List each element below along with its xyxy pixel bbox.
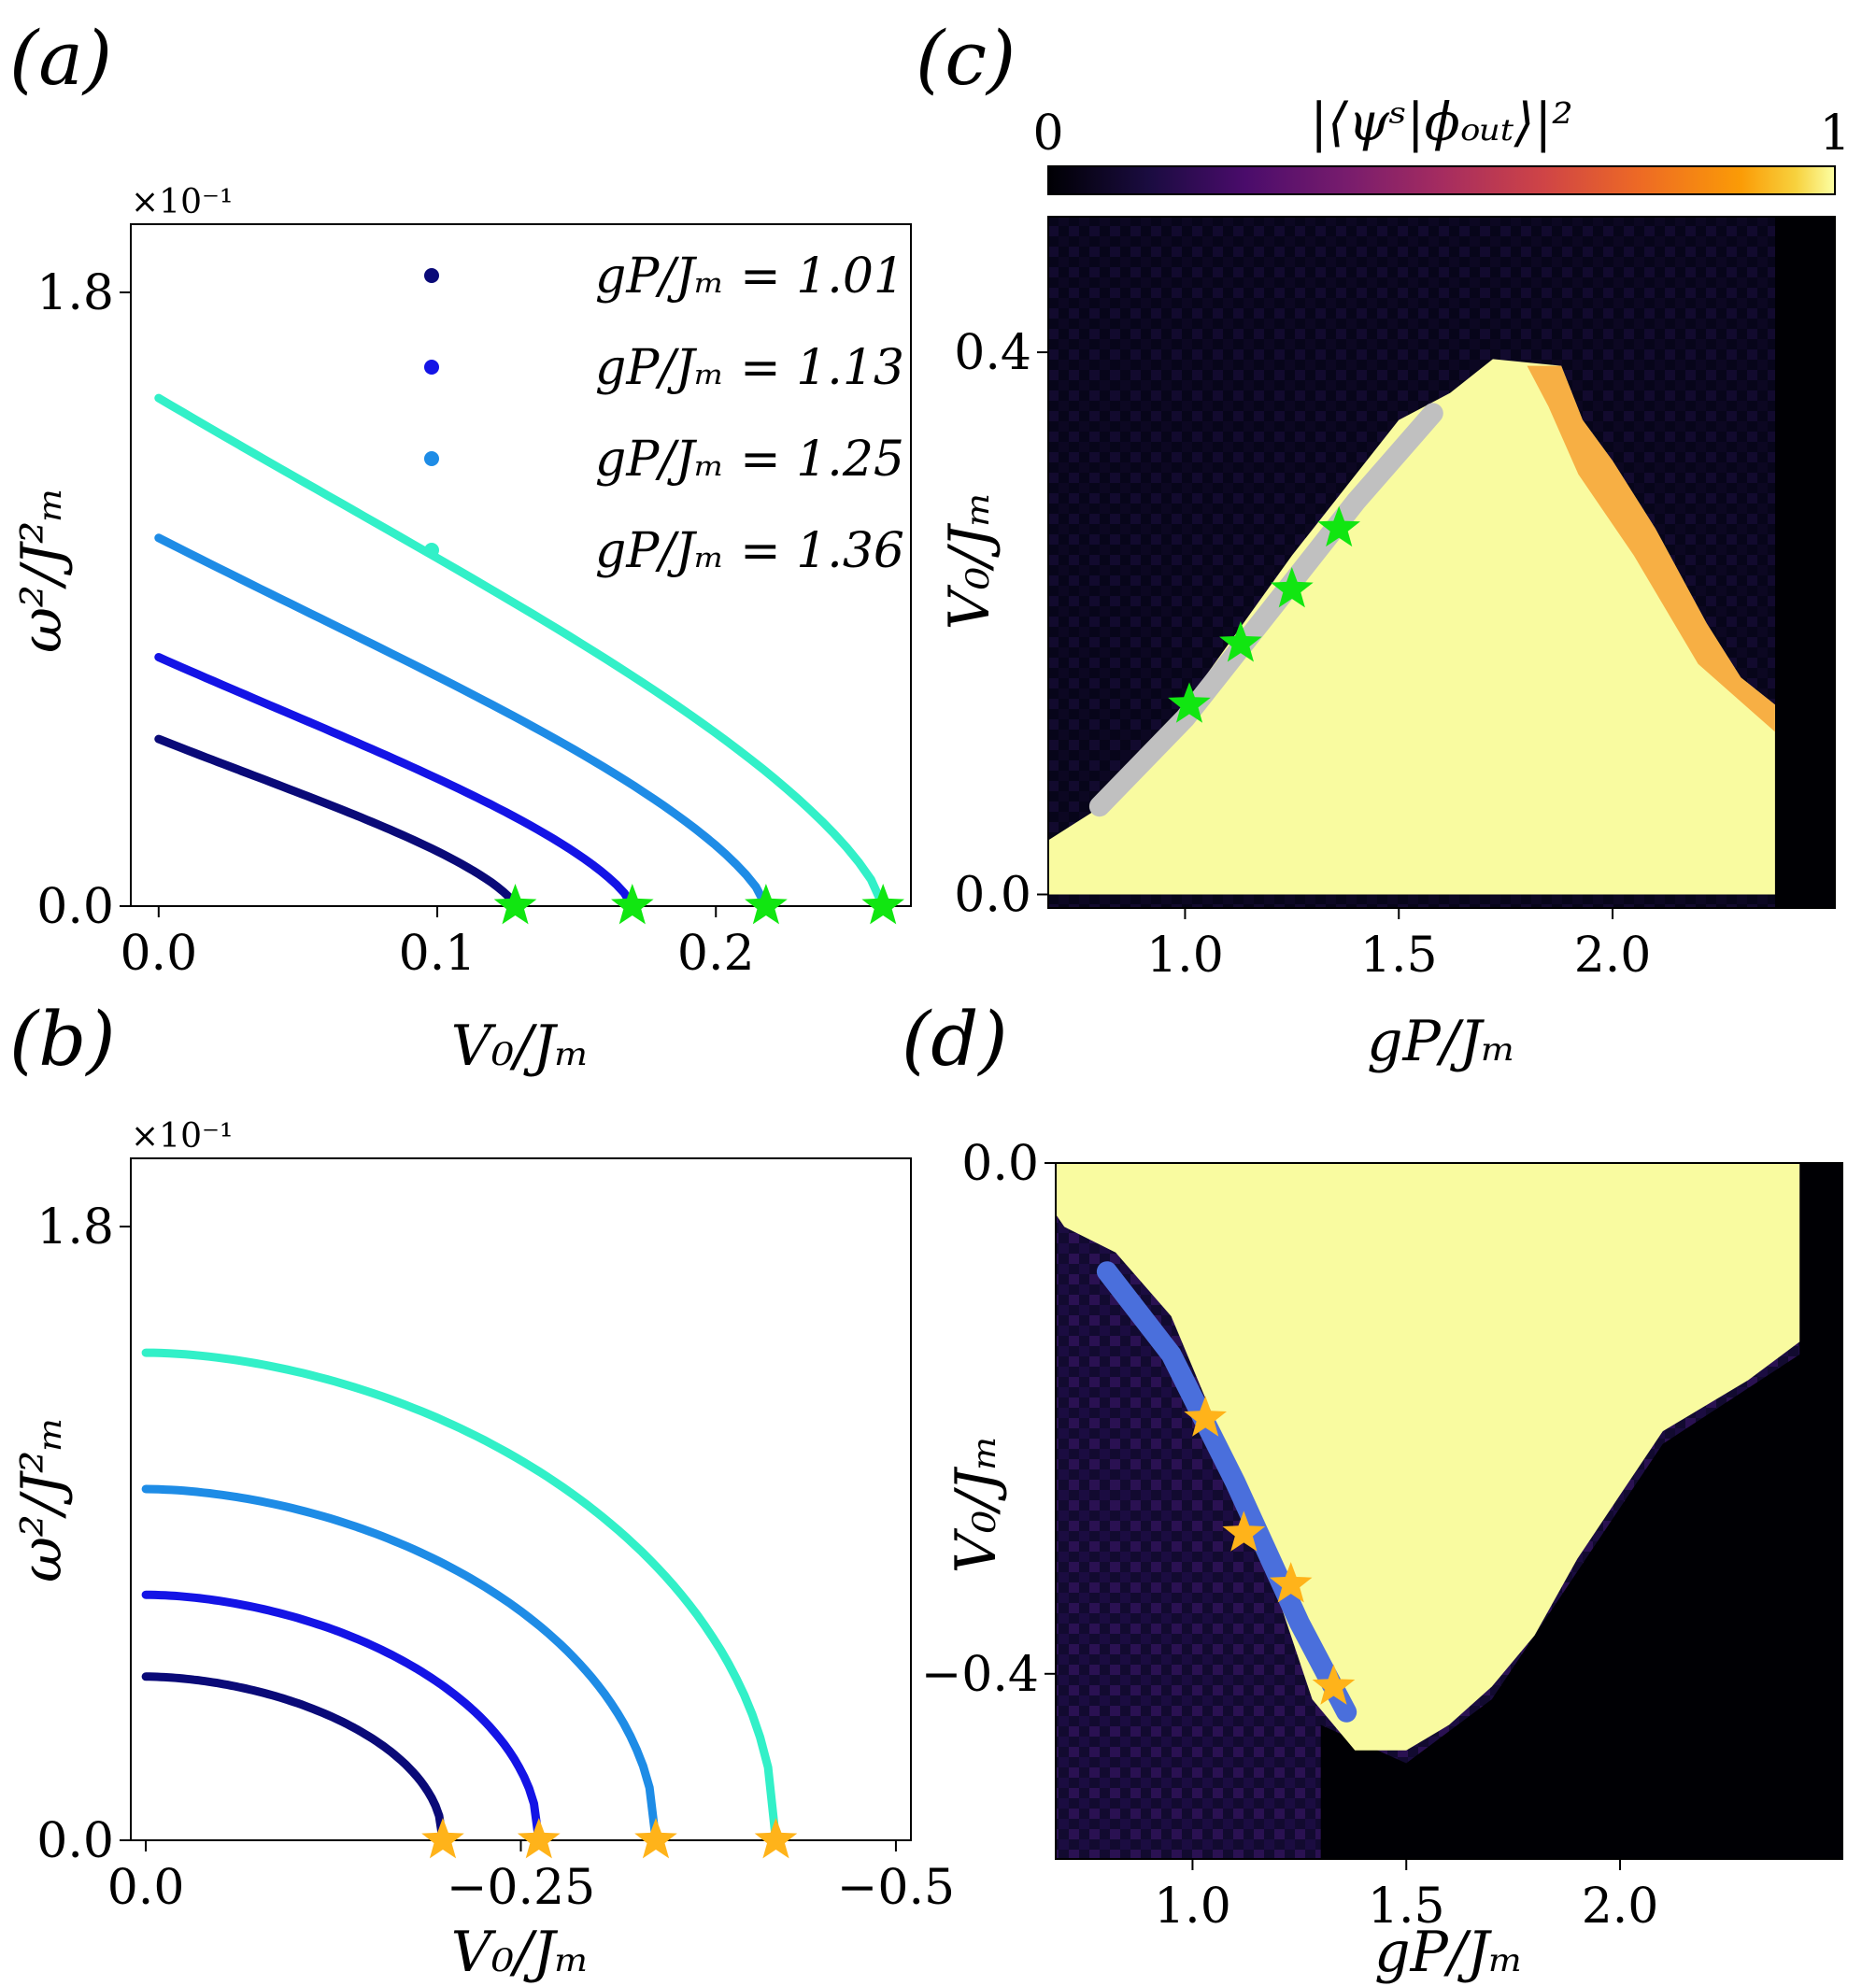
- panel-a-legend-marker: [424, 268, 439, 283]
- panel-b-xtick-label: −0.25: [447, 1860, 595, 1916]
- panel-b-star-marker: [517, 1818, 561, 1859]
- panel-label-b: (b): [9, 996, 116, 1083]
- panel-d-xtick-label: 1.5: [1368, 1879, 1445, 1935]
- panel-c-boundary-line: [1088, 403, 1443, 817]
- panel-c-xtick-label: 1.0: [1146, 928, 1224, 984]
- panel-a-legend-marker: [424, 451, 439, 466]
- panel-d-star-marker: [1184, 1396, 1227, 1437]
- panel-c-star-marker: [1219, 621, 1262, 662]
- panel-a-star-marker: [861, 884, 904, 925]
- panel-d-ytick-label: 0.0: [961, 1136, 1039, 1192]
- panel-d-boundary-line: [1096, 1261, 1357, 1723]
- panel-c-xtick-label: 2.0: [1574, 928, 1652, 984]
- panel-label-c: (c): [916, 15, 1016, 102]
- panel-c-xlabel: gP/Jₘ: [1367, 1009, 1516, 1074]
- colorbar-title: |⟨ψˢ|ϕₒᵤₜ⟩|²: [1310, 92, 1572, 153]
- panel-a-xtick-label: 0.0: [120, 926, 197, 982]
- colorbar: 0 1 |⟨ψˢ|ϕₒᵤₜ⟩|²: [1032, 92, 1851, 195]
- panel-a-legend-label: gP/Jₘ = 1.01: [595, 248, 904, 305]
- colorbar-min-label: 0: [1032, 106, 1063, 162]
- panel-c-star-marker: [1317, 505, 1360, 547]
- panel-a-series-line: [154, 533, 771, 911]
- panel-d-heatmap: 1.0 1.5 2.0 0.0 −0.4 gP/Jₘ V₀/Jₘ: [921, 1136, 1843, 1985]
- panel-a-series-line: [154, 653, 637, 911]
- panel-a-star-marker: [745, 884, 788, 925]
- panel-a-legend-marker: [424, 543, 439, 558]
- panel-a-xtick-label: 0.1: [399, 926, 476, 982]
- panel-a-xlabel: V₀/Jₘ: [451, 1014, 590, 1079]
- panel-b-xtick-label: 0.0: [107, 1860, 185, 1916]
- panel-b-star-marker: [634, 1818, 677, 1859]
- panel-b-series-line: [141, 1348, 780, 1845]
- panel-c-orange-edge: [1527, 365, 1775, 732]
- panel-c-star-marker: [1271, 567, 1314, 608]
- panel-a-xtick-label: 0.2: [677, 926, 755, 982]
- panel-a-ytick-label: 1.8: [36, 265, 114, 321]
- panel-a-legend-label: gP/Jₘ = 1.36: [595, 523, 904, 579]
- panel-c-ytick-label: 0.0: [954, 867, 1031, 923]
- panel-a-ylabel: ω²/J²ₘ: [9, 487, 75, 653]
- panel-c-heatmap: 1.0 1.5 2.0 0.0 0.4 gP/Jₘ V₀/Jₘ: [937, 216, 1836, 1074]
- panel-d-dark-region: [1320, 1163, 1842, 1859]
- panel-b-ylabel: ω²/J²ₘ: [9, 1416, 75, 1582]
- panel-b-star-marker: [754, 1818, 798, 1859]
- colorbar-gradient: [1047, 165, 1836, 195]
- panel-d-bright-region: [1056, 1163, 1800, 1751]
- panel-c-xtick-label: 1.5: [1360, 928, 1438, 984]
- panel-a-multiplier: ×10⁻¹: [131, 183, 233, 221]
- panel-c-frame: [1047, 216, 1836, 909]
- panel-c-ytick-label: 0.4: [954, 325, 1031, 381]
- panel-c-star-marker: [1168, 682, 1211, 723]
- panel-d-star-marker: [1312, 1664, 1356, 1705]
- panel-b-series-line: [141, 1484, 661, 1845]
- panel-d-ytick-label: −0.4: [921, 1647, 1039, 1703]
- panel-a-legend: gP/Jₘ = 1.01 gP/Jₘ = 1.13 gP/Jₘ = 1.25 gP/J…: [424, 248, 904, 579]
- panel-d-xtick-label: 1.0: [1154, 1879, 1231, 1935]
- panel-label-d: (d): [902, 996, 1008, 1083]
- panel-d-ylabel: V₀/Jₘ: [944, 1435, 1009, 1573]
- panel-b-xlabel: V₀/Jₘ: [451, 1920, 590, 1985]
- panel-a-legend-label: gP/Jₘ = 1.13: [595, 340, 904, 396]
- panel-a-legend-marker: [424, 360, 439, 375]
- colorbar-max-label: 1: [1819, 106, 1850, 162]
- panel-b-multiplier: ×10⁻¹: [131, 1117, 233, 1156]
- panel-b-line-chart: ×10⁻¹ 0.0 −0.25 −0.5 0.0 1.8 V₀/Jₘ ω²/J²ₘ: [9, 1117, 955, 1985]
- panel-d-xlabel: gP/Jₘ: [1374, 1920, 1524, 1985]
- panel-a-ytick-label: 0.0: [36, 879, 114, 935]
- panel-b-star-marker: [421, 1818, 464, 1859]
- panel-d-frame: [1055, 1162, 1843, 1860]
- panel-b-ytick-label: 0.0: [36, 1813, 114, 1869]
- panel-a-star-marker: [611, 884, 654, 925]
- panel-b-xtick-label: −0.5: [837, 1860, 955, 1916]
- panel-c-ylabel: V₀/Jₘ: [937, 491, 1002, 630]
- panel-b-ytick-label: 1.8: [36, 1199, 114, 1255]
- panel-b-series-line: [141, 1672, 448, 1845]
- panel-d-star-marker: [1269, 1562, 1313, 1603]
- panel-label-a: (a): [9, 15, 112, 102]
- panel-a-series-line: [154, 734, 519, 911]
- panel-a-series-line: [154, 393, 888, 911]
- panel-a-line-chart: ×10⁻¹ 0.0 0.1 0.2 0.0 1.8 V₀/Jₘ ω²/J²ₘ gP/Jₘ…: [9, 183, 912, 1079]
- panel-d-xtick-label: 2.0: [1582, 1879, 1659, 1935]
- panel-a-star-marker: [493, 884, 537, 925]
- panel-d-star-marker: [1222, 1511, 1266, 1552]
- panel-c-dark-band: [1775, 217, 1835, 908]
- panel-b-series-line: [141, 1590, 544, 1845]
- panel-a-legend-label: gP/Jₘ = 1.25: [595, 432, 904, 488]
